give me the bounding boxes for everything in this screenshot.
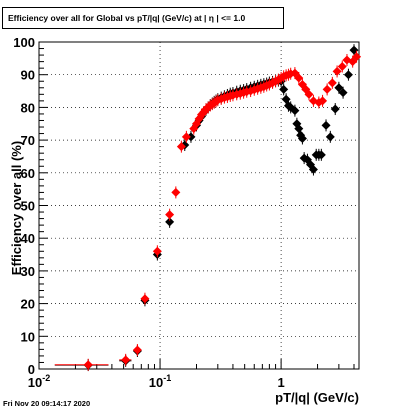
chart-title-box: Efficiency over all for Global vs pT/|q|… — [2, 7, 284, 29]
y-tick-label: 70 — [21, 133, 35, 148]
chart-title: Efficiency over all for Global vs pT/|q|… — [8, 13, 246, 23]
grid-layer — [39, 42, 359, 369]
axis-layer: 0 10 20 30 40 50 60 70 80 90 100 10-2 10-1 1 — [13, 35, 355, 390]
y-tick-label: 80 — [21, 100, 35, 115]
x-tick-label: 10-1 — [149, 373, 171, 390]
y-tick-label: 60 — [21, 166, 35, 181]
series-layer — [54, 44, 362, 372]
data-point — [171, 187, 181, 197]
data-point — [325, 132, 335, 142]
y-tick-label: 30 — [21, 264, 35, 279]
data-point — [343, 70, 353, 80]
y-tick-label: 40 — [21, 231, 35, 246]
data-point — [290, 106, 300, 116]
data-point — [297, 133, 307, 143]
data-point — [338, 88, 348, 98]
data-point — [352, 52, 362, 62]
data-point — [316, 150, 326, 160]
data-point — [334, 83, 344, 93]
data-point — [186, 132, 196, 142]
y-axis-label: Efficiency over all (%) — [9, 141, 24, 275]
data-point — [165, 210, 175, 220]
data-series-1 — [54, 50, 362, 371]
y-tick-label: 50 — [21, 199, 35, 214]
y-tick-label: 10 — [21, 329, 35, 344]
y-tick-label: 20 — [21, 297, 35, 312]
data-point — [308, 165, 318, 175]
x-tick-label: 1 — [277, 375, 284, 390]
data-point — [132, 345, 142, 355]
data-point — [140, 294, 150, 304]
data-point — [176, 142, 186, 152]
y-tick-label: 90 — [21, 68, 35, 83]
data-point — [322, 84, 332, 94]
y-tick-label: 100 — [13, 35, 35, 50]
data-point — [294, 73, 304, 83]
data-point — [318, 96, 328, 106]
x-axis-label: pT/|q| (GeV/c) — [275, 390, 359, 405]
data-point — [181, 132, 191, 142]
data-point — [327, 78, 337, 88]
data-point — [337, 62, 347, 72]
timestamp: Fri Nov 20 09:14:17 2020 — [3, 399, 91, 408]
data-point — [321, 120, 331, 130]
y-tick-label: 0 — [28, 362, 35, 377]
data-point — [152, 246, 162, 256]
data-point — [332, 66, 342, 76]
data-point — [165, 217, 175, 227]
data-point — [121, 355, 131, 365]
data-point — [83, 360, 93, 370]
data-point — [279, 84, 289, 94]
x-tick-label: 10-2 — [28, 373, 50, 390]
data-point — [304, 89, 314, 99]
data-point — [330, 104, 340, 114]
